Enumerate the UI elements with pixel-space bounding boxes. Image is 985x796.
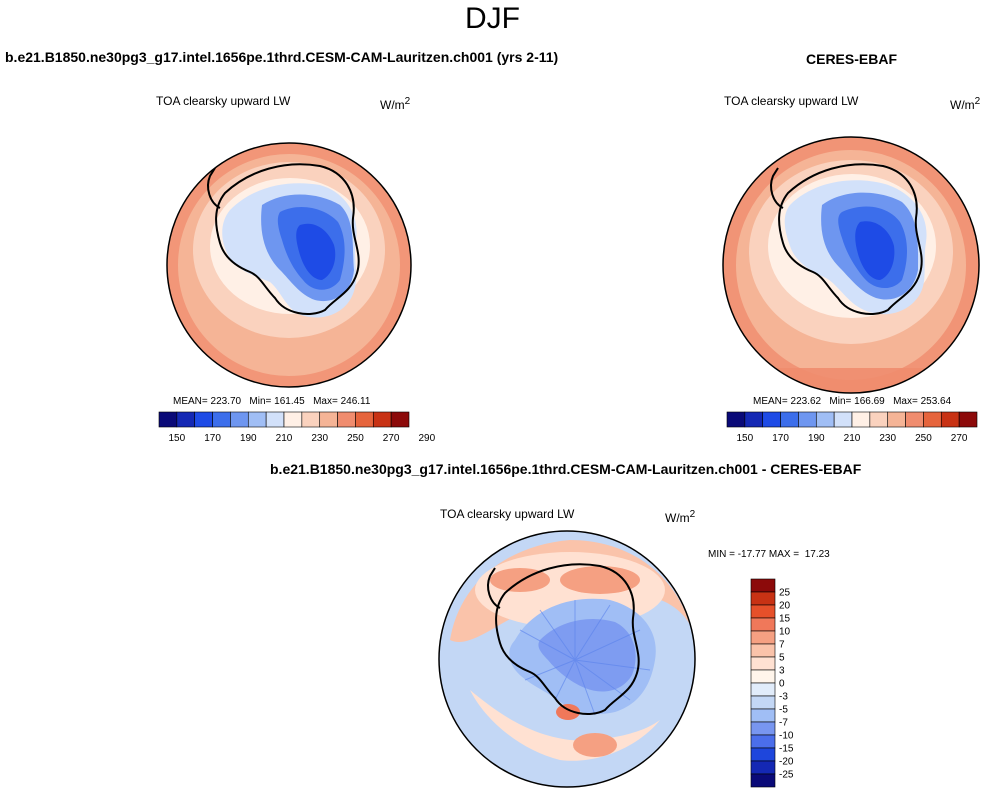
obs-colorbar-tick-label: 150 — [737, 433, 754, 444]
diff-units-label: W/m2 — [665, 509, 696, 525]
model-colorbar-tick-label: 230 — [311, 433, 328, 444]
diff-colorbar-tick-label: 0 — [779, 679, 785, 690]
diff-colorbar-box — [750, 604, 776, 619]
diff-colorbar-box — [750, 760, 776, 775]
model-colorbar-tick-label: 290 — [419, 433, 436, 444]
model-colorbar-box — [158, 411, 178, 428]
diff-colorbar-tick-label: 20 — [779, 601, 791, 612]
model-colorbar-tick-label: 270 — [383, 433, 400, 444]
model-colorbar-box — [319, 411, 338, 428]
model-colorbar-box — [301, 411, 321, 428]
obs-colorbar-tick-label: 250 — [915, 433, 932, 444]
obs-colorbar-tick-label: 270 — [951, 433, 968, 444]
obs-colorbar-box — [762, 411, 781, 428]
model-colorbar-box — [283, 411, 303, 428]
diff-colorbar-box — [750, 721, 776, 736]
diff-colorbar-box — [750, 617, 776, 632]
diff-colorbar-box — [750, 630, 776, 645]
model-colorbar-tick-label: 250 — [347, 433, 364, 444]
obs-stats: MEAN= 223.62 Min= 166.69 Max= 253.64 — [753, 396, 952, 407]
model-map — [167, 143, 411, 387]
diff-colorbar-box — [750, 643, 776, 658]
obs-colorbar-box — [744, 411, 764, 428]
obs-colorbar-box — [958, 411, 978, 428]
obs-colorbar-tick-label: 190 — [808, 433, 825, 444]
diff-colorbar-tick-label: 10 — [779, 627, 791, 638]
obs-colorbar-box — [780, 411, 799, 428]
obs-units-label: W/m2 — [950, 96, 981, 112]
obs-colorbar-box — [923, 411, 942, 428]
obs-panel-header: CERES-EBAF — [806, 51, 898, 67]
diff-colorbar-box — [750, 734, 776, 749]
diff-colorbar-tick-label: -20 — [779, 757, 794, 768]
diff-panel-header: b.e21.B1850.ne30pg3_g17.intel.1656pe.1th… — [270, 461, 862, 477]
obs-colorbar-tick-label: 210 — [844, 433, 861, 444]
diff-colorbar-box — [750, 591, 776, 606]
obs-colorbar-box — [815, 411, 835, 428]
obs-colorbar-box — [940, 411, 960, 428]
model-panel-header: b.e21.B1850.ne30pg3_g17.intel.1656pe.1th… — [5, 49, 559, 65]
diff-colorbar-tick-label: -3 — [779, 692, 788, 703]
diff-colorbar-tick-label: 7 — [779, 640, 785, 651]
diff-colorbar-box — [750, 682, 776, 697]
model-colorbar-tick-label: 170 — [204, 433, 221, 444]
diff-colorbar: 25 20 15 10 7 5 3 0 -3 -5 -7 -10 -15 -20 -25 — [750, 578, 794, 788]
diff-colorbar-tick-label: -5 — [779, 705, 788, 716]
diff-map-border — [438, 530, 696, 788]
obs-colorbar-tick-label: 230 — [879, 433, 896, 444]
diff-colorbar-tick-label: 3 — [779, 666, 785, 677]
model-colorbar-box — [265, 411, 285, 428]
model-colorbar-box — [337, 411, 356, 428]
model-colorbar-box — [390, 411, 410, 428]
obs-colorbar-box — [905, 411, 924, 428]
model-field-label: TOA clearsky upward LW — [156, 94, 291, 108]
obs-colorbar-box — [833, 411, 853, 428]
diff-colorbar-tick-label: -25 — [779, 770, 794, 781]
obs-colorbar-tick-label: 170 — [772, 433, 789, 444]
diff-colorbar-tick-label: 5 — [779, 653, 785, 664]
model-colorbar-box — [372, 411, 392, 428]
diff-colorbar-box — [750, 578, 776, 593]
model-colorbar-box — [355, 411, 374, 428]
obs-map-border — [722, 136, 980, 394]
model-colorbar-tick-label: 210 — [276, 433, 293, 444]
diff-field-label: TOA clearsky upward LW — [440, 507, 575, 521]
model-colorbar-box — [247, 411, 267, 428]
diff-colorbar-box — [750, 695, 776, 710]
model-colorbar-box — [194, 411, 213, 428]
model-stats: MEAN= 223.70 Min= 161.45 Max= 246.11 — [173, 396, 371, 407]
model-map-border — [166, 142, 412, 388]
diff-colorbar-box — [750, 669, 776, 684]
obs-field-label: TOA clearsky upward LW — [724, 94, 859, 108]
diff-colorbar-box — [750, 656, 776, 671]
diff-colorbar-tick-label: -7 — [779, 718, 788, 729]
obs-colorbar-box — [887, 411, 906, 428]
model-colorbar-tick-label: 190 — [240, 433, 257, 444]
obs-colorbar-box — [798, 411, 817, 428]
diff-map — [439, 531, 695, 787]
diff-stats: MIN = -17.77 MAX = 17.23 — [708, 549, 830, 560]
obs-colorbar-box — [869, 411, 889, 428]
diff-colorbar-tick-label: -10 — [779, 731, 794, 742]
model-colorbar-box — [230, 411, 249, 428]
obs-colorbar-box — [726, 411, 746, 428]
model-colorbar-tick-label: 150 — [169, 433, 186, 444]
model-colorbar-box — [176, 411, 196, 428]
figure-title: DJF — [465, 2, 520, 35]
diff-colorbar-tick-label: 25 — [779, 588, 791, 599]
model-colorbar-box — [212, 411, 231, 428]
diff-colorbar-box — [750, 747, 776, 762]
diff-colorbar-box — [750, 708, 776, 723]
diff-colorbar-box — [750, 773, 776, 788]
model-units-label: W/m2 — [380, 96, 411, 112]
diff-colorbar-tick-label: 15 — [779, 614, 791, 625]
diff-colorbar-tick-label: -15 — [779, 744, 794, 755]
obs-colorbar-box — [851, 411, 871, 428]
model-colorbar: 150 170 190 210 230 250 270 290 — [158, 411, 436, 444]
